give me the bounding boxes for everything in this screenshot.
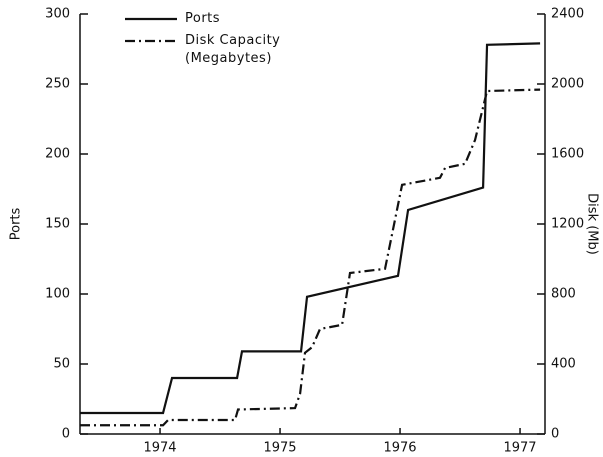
x-tick-label: 1976: [383, 441, 416, 456]
legend-item: Ports: [125, 10, 280, 28]
y2-axis-label: Disk (Mb): [585, 193, 600, 255]
y2-tick-label: 800: [551, 287, 576, 302]
y-tick-label: 100: [45, 287, 70, 302]
x-tick-label: 1977: [503, 441, 536, 456]
y-tick-label: 50: [53, 357, 70, 372]
legend-swatch: [125, 17, 177, 21]
legend-swatch: [125, 39, 177, 43]
legend: Ports Disk Capacity (Megabytes): [125, 10, 280, 72]
legend-item: Disk Capacity (Megabytes): [125, 32, 280, 68]
y2-tick-label: 1200: [551, 217, 584, 232]
y2-tick-label: 0: [551, 427, 559, 442]
x-tick-label: 1975: [263, 441, 296, 456]
legend-label: Ports: [185, 11, 221, 26]
series-line: [80, 88, 541, 427]
y-axis-label: Ports: [9, 208, 24, 241]
y2-tick-label: 2400: [551, 7, 584, 22]
y-tick-label: 0: [62, 427, 70, 442]
y2-tick-label: 400: [551, 357, 576, 372]
y2-tick-label: 2000: [551, 77, 584, 92]
y-tick-label: 200: [45, 147, 70, 162]
y2-tick-label: 1600: [551, 147, 584, 162]
series-line: [80, 42, 541, 415]
y-tick-label: 250: [45, 77, 70, 92]
legend-label: Disk Capacity (Megabytes): [185, 33, 281, 66]
x-tick-label: 1974: [143, 441, 176, 456]
y-tick-label: 300: [45, 7, 70, 22]
y-tick-label: 150: [45, 217, 70, 232]
